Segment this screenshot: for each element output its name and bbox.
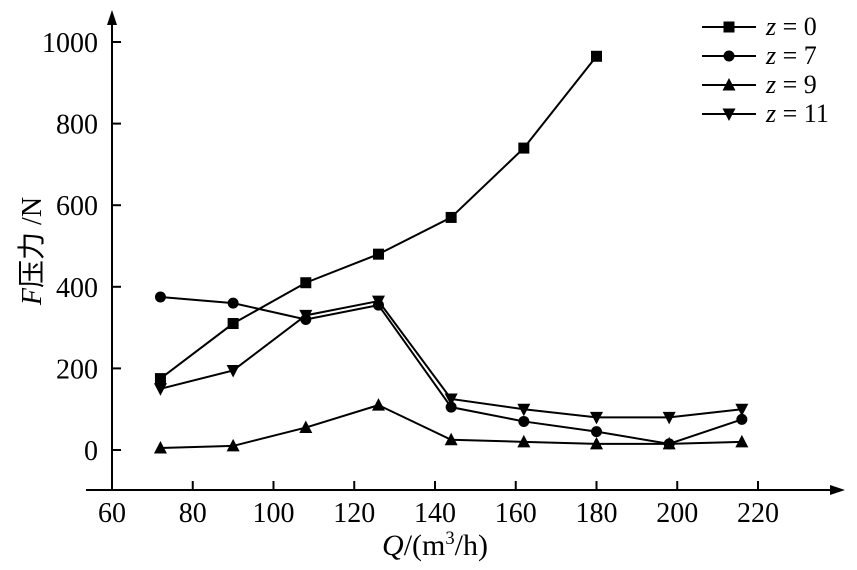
triangle-up-marker (517, 434, 531, 448)
x-axis-label: Q/(m3/h) (112, 528, 758, 563)
legend-item: z = 7 (700, 41, 829, 70)
y-axis-arrow (107, 10, 117, 25)
triangle-down-marker (371, 295, 385, 309)
triangle-up-marker (735, 434, 749, 448)
series-line (159, 55, 598, 380)
square-marker (227, 318, 239, 330)
x-axis-label-pre: /(m (403, 529, 446, 562)
y-tick-label: 400 (56, 273, 98, 304)
x-tick-label: 140 (414, 498, 456, 529)
x-axis-label-post: /h) (454, 529, 488, 562)
circle-marker (227, 297, 239, 309)
circle-marker (736, 413, 748, 425)
square-marker (154, 373, 166, 385)
x-tick-label: 60 (98, 498, 126, 529)
legend-label: z = 11 (766, 98, 829, 128)
square-marker (372, 248, 384, 260)
x-tick-label: 80 (179, 498, 207, 529)
y-tick-label: 200 (56, 354, 98, 385)
circle-marker (518, 415, 530, 427)
triangle-up-marker (371, 398, 385, 411)
legend-marker (702, 50, 756, 61)
x-tick-label: 180 (576, 498, 618, 529)
y-axis-label-var: F (17, 287, 48, 306)
triangle-up-marker (722, 77, 736, 90)
legend-label: z = 7 (766, 40, 817, 70)
square-marker (591, 50, 602, 62)
circle-marker (591, 426, 602, 438)
triangle-up-marker (299, 420, 313, 434)
x-axis-arrow (830, 485, 845, 495)
circle-marker (445, 401, 457, 413)
legend-item: z = 0 (700, 12, 829, 41)
y-tick-label: 1000 (42, 28, 98, 59)
x-tick-label: 220 (737, 498, 779, 529)
y-axis-label-unit: /N (17, 196, 48, 232)
circle-marker (154, 291, 166, 303)
x-axis-label-var: Q (382, 529, 404, 562)
triangle-down-marker (735, 403, 749, 417)
legend-item: z = 11 (700, 99, 829, 128)
y-tick-label: 0 (84, 436, 98, 467)
legend-item: z = 9 (700, 70, 829, 99)
legend-label: z = 9 (766, 69, 817, 99)
square-marker (445, 211, 457, 223)
triangle-down-marker (722, 108, 736, 121)
legend-marker (702, 21, 756, 32)
triangle-down-marker (517, 403, 531, 417)
y-axis-label: F压力 /N (10, 141, 48, 361)
triangle-down-marker (299, 309, 313, 323)
y-axis-label-cjk: 压力 (17, 231, 48, 288)
triangle-up-marker (226, 438, 240, 452)
series-line (160, 296, 743, 445)
x-tick-label: 120 (333, 498, 375, 529)
triangle-up-marker (444, 432, 458, 446)
triangle-up-marker (153, 440, 167, 454)
y-tick-label: 800 (56, 110, 98, 141)
x-tick-label: 160 (495, 498, 537, 529)
triangle-up-marker (590, 436, 603, 450)
triangle-down-marker (226, 364, 240, 378)
triangle-down-marker (662, 411, 676, 425)
square-marker (723, 21, 735, 32)
y-tick-label: 600 (56, 191, 98, 222)
legend-marker (702, 108, 756, 121)
triangle-up-marker (662, 436, 676, 450)
x-axis-label-sup: 3 (445, 528, 455, 549)
triangle-down-marker (444, 393, 458, 406)
square-marker (300, 277, 312, 289)
triangle-down-marker (153, 383, 167, 396)
triangle-down-marker (590, 411, 603, 425)
legend-marker (702, 77, 756, 90)
x-tick-label: 200 (656, 498, 698, 529)
square-marker (518, 142, 530, 154)
legend-label: z = 0 (766, 11, 817, 41)
circle-marker (723, 50, 735, 61)
x-tick-label: 100 (253, 498, 295, 529)
